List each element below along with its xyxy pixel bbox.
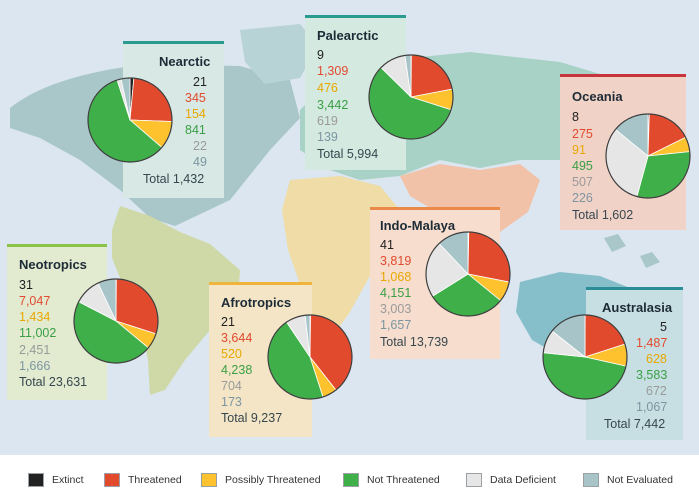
count-not-evaluated: 49 xyxy=(193,155,207,169)
pie-oceania xyxy=(605,113,691,199)
legend: Extinct Threatened Possibly Threatened N… xyxy=(0,457,699,501)
region-name: Indo-Malaya xyxy=(380,218,456,233)
count-data-deficient: 22 xyxy=(193,139,207,153)
count-threatened: 3,819 xyxy=(380,254,412,268)
count-not-threatened: 3,442 xyxy=(317,98,349,112)
greenland-land xyxy=(240,24,318,84)
pie-slice-threatened xyxy=(467,231,511,283)
count-extinct: 8 xyxy=(572,110,579,124)
count-extinct: 21 xyxy=(193,75,207,89)
region-total: Total 1,432 xyxy=(143,172,205,186)
pie-outline xyxy=(368,54,454,140)
count-data-deficient: 619 xyxy=(317,114,338,128)
pie-neotropics xyxy=(73,278,159,364)
legend-label: Not Evaluated xyxy=(607,474,673,486)
legend-label: Not Threatened xyxy=(367,474,440,486)
count-not-evaluated: 139 xyxy=(317,130,338,144)
count-not-threatened: 841 xyxy=(185,123,206,137)
region-total: Total 23,631 xyxy=(19,375,88,389)
neotropics-land xyxy=(112,206,240,395)
count-not-evaluated: 1,666 xyxy=(19,359,51,373)
count-possibly-threatened: 476 xyxy=(317,81,338,95)
legend-label: Possibly Threatened xyxy=(225,474,321,486)
count-not-evaluated: 1,657 xyxy=(380,318,412,332)
legend-swatch xyxy=(583,473,599,487)
count-extinct: 5 xyxy=(660,320,667,334)
region-total: Total 1,602 xyxy=(572,208,634,222)
count-data-deficient: 672 xyxy=(646,384,667,398)
count-extinct: 31 xyxy=(19,278,33,292)
region-name: Nearctic xyxy=(159,54,211,69)
count-extinct: 21 xyxy=(221,315,235,329)
pie-australasia xyxy=(542,314,628,400)
region-name: Australasia xyxy=(602,300,673,315)
legend-label: Threatened xyxy=(128,474,182,486)
count-possibly-threatened: 91 xyxy=(572,143,586,157)
pie-indomalaya xyxy=(425,231,511,317)
count-possibly-threatened: 1,068 xyxy=(380,270,412,284)
pie-outline xyxy=(605,113,691,199)
region-panel-nearctic: Nearctic 21 345 154 841 22 49 Total 1,43… xyxy=(123,41,224,198)
count-not-evaluated: 173 xyxy=(221,395,242,409)
count-threatened: 1,487 xyxy=(636,336,668,350)
pie-outline xyxy=(542,314,628,400)
region-panel-afrotropics: Afrotropics 21 3,644 520 4,238 704 173 T… xyxy=(209,282,312,437)
count-not-threatened: 495 xyxy=(572,159,593,173)
legend-label: Extinct xyxy=(52,474,84,486)
count-not-threatened: 4,238 xyxy=(221,363,253,377)
legend-swatch xyxy=(104,473,120,487)
pie-outline xyxy=(267,314,353,400)
pie-outline xyxy=(73,278,159,364)
region-panel-australasia: Australasia 5 1,487 628 3,583 672 1,067 … xyxy=(586,287,683,440)
count-not-threatened: 11,002 xyxy=(19,326,57,340)
region-total: Total 9,237 xyxy=(221,411,283,425)
count-data-deficient: 2,451 xyxy=(19,343,51,357)
region-total: Total 5,994 xyxy=(317,147,379,161)
count-not-evaluated: 226 xyxy=(572,191,593,205)
count-threatened: 345 xyxy=(185,91,206,105)
count-possibly-threatened: 1,434 xyxy=(19,310,51,324)
legend-swatch xyxy=(343,473,359,487)
pie-afrotropics xyxy=(267,314,353,400)
count-data-deficient: 3,003 xyxy=(380,302,412,316)
region-total: Total 7,442 xyxy=(604,417,666,431)
count-extinct: 41 xyxy=(380,238,394,252)
region-name: Afrotropics xyxy=(221,295,292,310)
count-not-threatened: 4,151 xyxy=(380,286,412,300)
indomalaya-land xyxy=(400,164,540,240)
count-data-deficient: 507 xyxy=(572,175,593,189)
pie-outline xyxy=(87,77,173,163)
pie-nearctic xyxy=(87,77,173,163)
count-not-threatened: 3,583 xyxy=(636,368,668,382)
legend-swatch xyxy=(466,473,482,487)
count-threatened: 7,047 xyxy=(19,294,51,308)
pie-slice-threatened xyxy=(129,77,173,122)
region-name: Palearctic xyxy=(317,28,379,43)
count-data-deficient: 704 xyxy=(221,379,242,393)
count-extinct: 9 xyxy=(317,48,324,62)
count-possibly-threatened: 154 xyxy=(185,107,206,121)
count-threatened: 1,309 xyxy=(317,64,349,78)
count-threatened: 3,644 xyxy=(221,331,253,345)
pie-outline xyxy=(425,231,511,317)
legend-swatch xyxy=(28,473,44,487)
region-name: Neotropics xyxy=(19,257,87,272)
pie-palearctic xyxy=(368,54,454,140)
legend-swatch xyxy=(201,473,217,487)
count-possibly-threatened: 520 xyxy=(221,347,242,361)
count-threatened: 275 xyxy=(572,127,593,141)
legend-label: Data Deficient xyxy=(490,474,556,486)
region-name: Oceania xyxy=(572,89,623,104)
region-total: Total 13,739 xyxy=(380,335,449,349)
count-not-evaluated: 1,067 xyxy=(636,400,668,414)
count-possibly-threatened: 628 xyxy=(646,352,667,366)
